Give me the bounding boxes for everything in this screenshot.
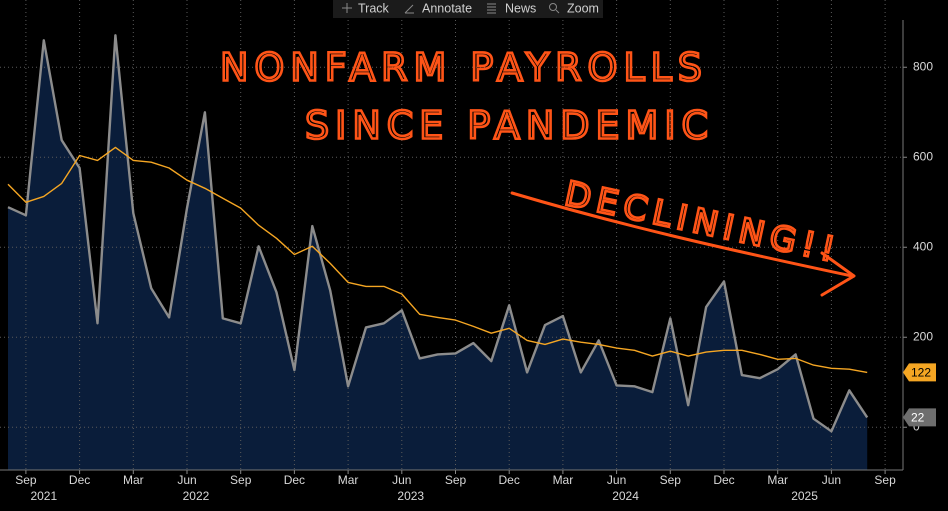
zoom-icon-handle — [555, 9, 560, 14]
annotation: NONFARM PAYROLLS — [220, 46, 708, 90]
x-tick-label: Mar — [767, 473, 788, 487]
plot-area: 0 200 400 600 800 Sep Dec Mar Jun Sep Dec Mar Jun Sep… — [0, 0, 936, 503]
year-label: 2023 — [397, 489, 424, 503]
annotate-icon — [404, 4, 414, 14]
last-value-tag — [903, 408, 936, 427]
toolbar-bg — [333, 0, 603, 18]
x-tick-label: Jun — [607, 473, 626, 487]
x-tick-label: Dec — [499, 473, 520, 487]
x-tick-label: Jun — [392, 473, 411, 487]
track-icon — [342, 3, 352, 13]
news-label[interactable]: News — [505, 1, 536, 15]
track-button[interactable]: Track — [342, 1, 390, 15]
y-tick-label: 600 — [913, 149, 933, 163]
y-tick-label: 800 — [913, 59, 933, 73]
x-tick-label: Jun — [177, 473, 196, 487]
x-tick-label: Sep — [15, 473, 37, 487]
area — [8, 35, 868, 471]
zoom-label[interactable]: Zoom — [567, 1, 599, 15]
year-label: 2024 — [612, 489, 639, 503]
x-tick-label: Mar — [553, 473, 574, 487]
annotation-arrow — [510, 191, 854, 278]
last-value-label: 122 — [911, 366, 931, 380]
x-tick-label: Dec — [69, 473, 90, 487]
annotate-label[interactable]: Annotate — [422, 1, 472, 15]
year-label: 2022 — [183, 489, 210, 503]
year-label: 2025 — [791, 489, 818, 503]
x-tick-label: Dec — [713, 473, 734, 487]
x-tick-label: Jun — [822, 473, 841, 487]
annotation-arrowhead — [820, 251, 856, 297]
y-tick-label: 0 — [913, 419, 920, 433]
last-value-label: 22 — [911, 411, 925, 425]
news-button[interactable]: News — [487, 1, 536, 15]
x-tick-label: Sep — [874, 473, 896, 487]
annotation: SINCE PANDEMIC — [305, 104, 714, 148]
track-label[interactable]: Track — [358, 1, 390, 15]
x-tick-label: Sep — [660, 473, 682, 487]
x-tick-label: Dec — [284, 473, 305, 487]
zoom-button[interactable]: Zoom — [549, 1, 599, 15]
zoom-icon — [549, 3, 557, 11]
y-tick-label: 200 — [913, 329, 933, 343]
last-value-tag — [903, 363, 936, 382]
year-label: 2021 — [30, 489, 57, 503]
line — [7, 146, 868, 374]
x-tick-label: Sep — [445, 473, 467, 487]
news-icon — [487, 3, 496, 14]
toolbar: Track Annotate News Zoom — [333, 0, 603, 18]
y-tick-label: 400 — [913, 239, 933, 253]
annotate-button[interactable]: Annotate — [404, 1, 472, 15]
x-tick-label: Sep — [230, 473, 252, 487]
line — [7, 34, 869, 433]
x-tick-label: Mar — [123, 473, 144, 487]
x-tick-label: Mar — [338, 473, 359, 487]
